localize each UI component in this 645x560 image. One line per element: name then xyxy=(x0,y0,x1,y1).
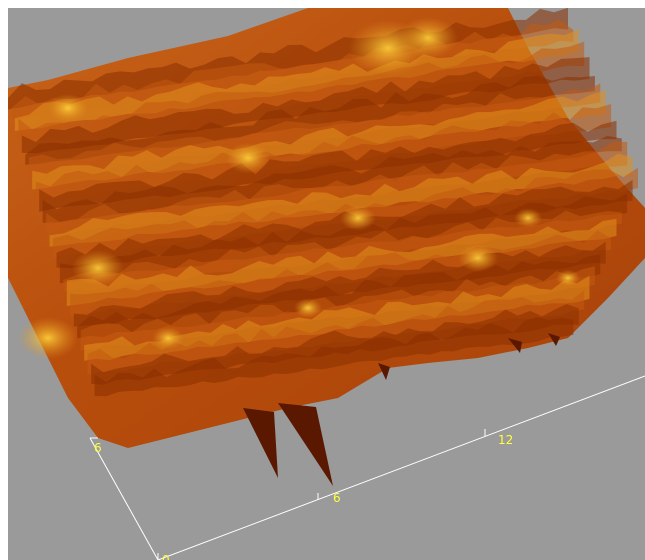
surface-spike xyxy=(378,363,390,380)
surface-ridge xyxy=(66,218,617,306)
x-tick-label-6: 6 xyxy=(333,491,341,505)
surface-ridge xyxy=(46,141,628,234)
surface-peak-highlight xyxy=(18,317,78,359)
surface-ridge xyxy=(59,193,628,284)
surface-peak-highlight xyxy=(556,269,580,287)
surface-peak-highlight xyxy=(458,244,498,272)
x-axis-line xyxy=(157,375,645,560)
surface-spike xyxy=(548,333,560,346)
surface-ridge xyxy=(21,57,590,154)
surface-ridge xyxy=(49,153,633,247)
surface-spike xyxy=(508,338,522,353)
y-tick-label-6: 6 xyxy=(94,441,102,455)
surface-ridge xyxy=(63,210,622,292)
3d-surface-viewport[interactable]: 0 6 12 6 xyxy=(8,8,645,560)
surface-spike xyxy=(243,408,278,478)
surface-peak-highlight xyxy=(398,17,458,59)
surface-peak-highlight xyxy=(294,298,322,318)
surface-plot: 0 6 12 6 xyxy=(8,8,645,560)
surface-highlights xyxy=(18,17,580,359)
surface-spike xyxy=(278,403,333,486)
surface-peak-highlight xyxy=(72,249,124,287)
surface-peak-highlight xyxy=(340,205,376,231)
axes: 0 6 12 6 xyxy=(89,375,645,560)
surface-spikes xyxy=(243,333,560,486)
surface-ridge xyxy=(94,317,574,397)
y-axis-line xyxy=(89,437,159,560)
surface-peak-highlight xyxy=(514,208,542,228)
x-tick-label-0: 0 xyxy=(162,553,170,560)
surface-peak-highlight xyxy=(152,326,184,350)
surface-peak-highlight xyxy=(226,142,270,174)
surface-ridge xyxy=(80,266,595,350)
surface-ridge xyxy=(77,254,601,339)
surface-peak-highlight xyxy=(48,94,88,122)
surface-ridge xyxy=(84,275,590,361)
surface-ridge xyxy=(18,41,585,142)
x-tick-label-12: 12 xyxy=(498,433,513,447)
